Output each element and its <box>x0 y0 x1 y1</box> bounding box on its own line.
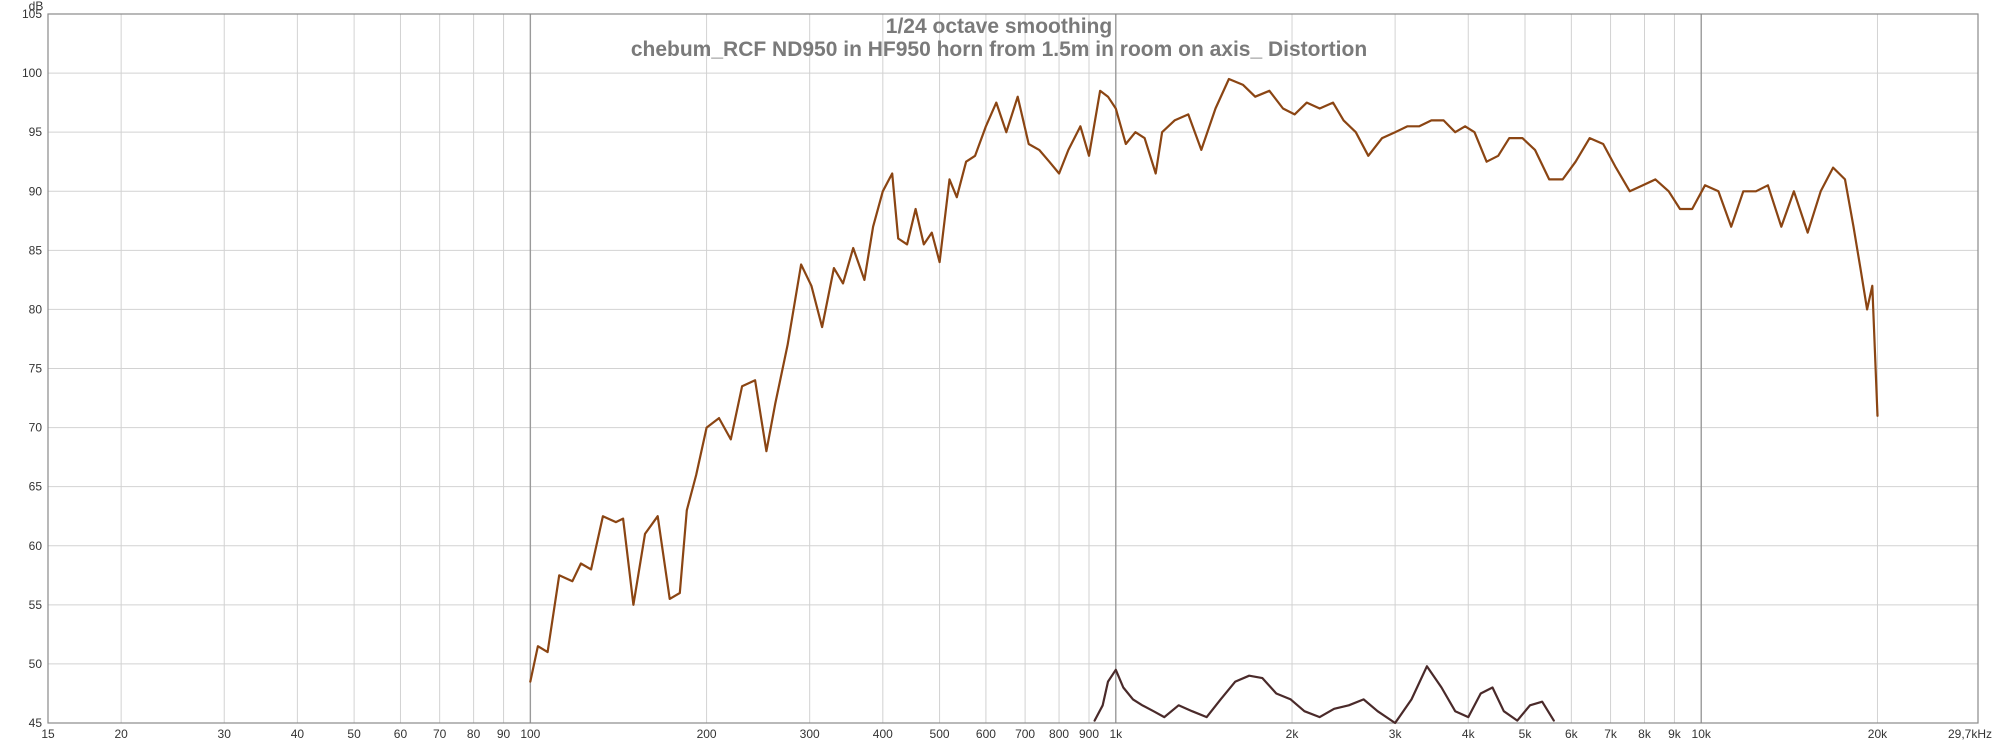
x-tick-label: 6k <box>1565 727 1579 741</box>
x-tick-label: 9k <box>1668 727 1682 741</box>
x-tick-label: 600 <box>976 727 996 741</box>
x-tick-label: 15 <box>41 727 55 741</box>
x-tick-label: 40 <box>291 727 305 741</box>
x-tick-label: 700 <box>1015 727 1035 741</box>
y-tick-label: 95 <box>29 125 43 139</box>
x-tick-label: 50 <box>347 727 361 741</box>
x-tick-label: 200 <box>697 727 717 741</box>
y-tick-label: 80 <box>29 302 43 316</box>
y-tick-label: 45 <box>29 716 43 730</box>
x-tick-label: 300 <box>800 727 820 741</box>
x-tick-label: 3k <box>1389 727 1403 741</box>
x-tick-label: 500 <box>930 727 950 741</box>
x-axis: 15 20 30 40 50 60 70 80 90 100 200 300 400 500 600 700 8… <box>41 727 1888 741</box>
x-tick-label: 10k <box>1692 727 1712 741</box>
y-axis: 45 50 55 60 65 70 75 80 85 90 95 100 105 <box>22 7 42 730</box>
x-tick-label: 80 <box>467 727 481 741</box>
x-tick-label: 20 <box>114 727 128 741</box>
chart-grid <box>47 13 1978 724</box>
x-tick-label: 1k <box>1109 727 1123 741</box>
y-tick-label: 85 <box>29 243 43 257</box>
x-tick-label: 5k <box>1519 727 1533 741</box>
y-tick-label: 90 <box>29 184 43 198</box>
response-curve <box>529 77 1879 683</box>
y-tick-label: 105 <box>22 7 42 21</box>
x-tick-label: 90 <box>497 727 511 741</box>
y-tick-label: 55 <box>29 598 43 612</box>
y-tick-label: 50 <box>29 657 43 671</box>
chart-series <box>529 77 1879 725</box>
y-tick-label: 70 <box>29 421 43 435</box>
y-tick-label: 60 <box>29 539 43 553</box>
x-tick-label: 20k <box>1868 727 1888 741</box>
x-tick-label: 100 <box>520 727 540 741</box>
x-tick-label: 2k <box>1286 727 1300 741</box>
chart-subtitle: chebum_RCF ND950 in HF950 horn from 1.5m… <box>631 38 1367 61</box>
x-tick-label: 400 <box>873 727 893 741</box>
x-tick-label: 7k <box>1604 727 1618 741</box>
x-tick-label: 60 <box>394 727 408 741</box>
x-tick-label: 4k <box>1462 727 1476 741</box>
y-tick-label: 65 <box>29 480 43 494</box>
x-tick-label: 70 <box>433 727 447 741</box>
distortion-curve <box>1093 665 1555 725</box>
y-axis-label: dB <box>29 0 44 13</box>
chart-title: 1/24 octave smoothing <box>886 15 1112 38</box>
y-tick-label: 75 <box>29 362 43 376</box>
x-axis-end-label: 29,7kHz <box>1948 727 1992 741</box>
x-tick-label: 30 <box>218 727 232 741</box>
plot-frame <box>47 13 1979 724</box>
x-tick-label: 800 <box>1049 727 1069 741</box>
x-tick-label: 900 <box>1079 727 1099 741</box>
y-tick-label: 100 <box>22 66 42 80</box>
x-tick-label: 8k <box>1638 727 1652 741</box>
